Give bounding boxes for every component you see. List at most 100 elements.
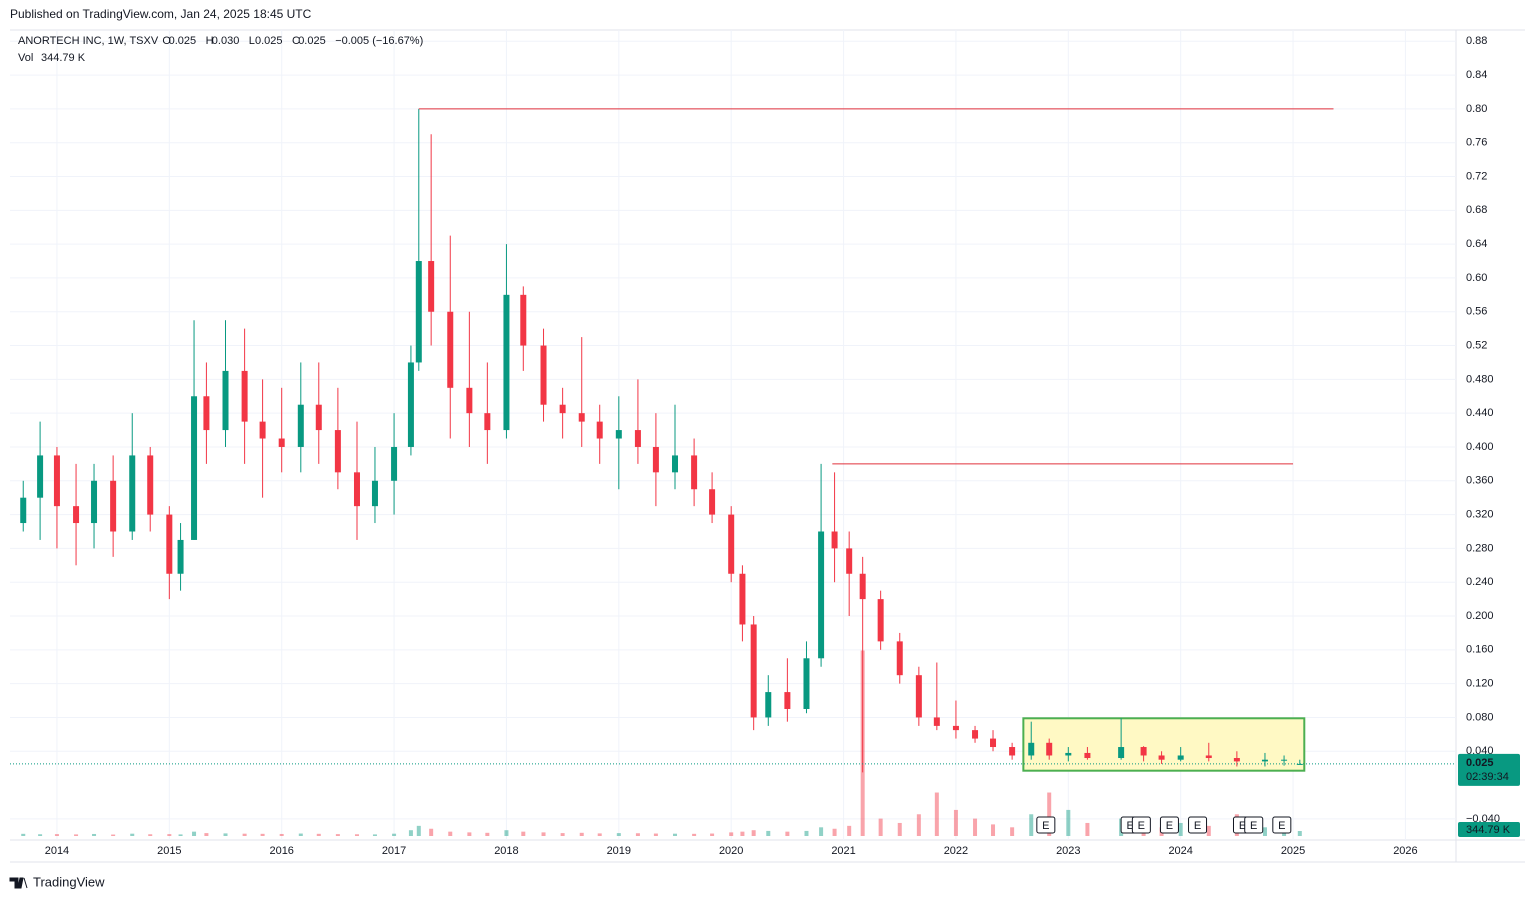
candle-body	[1009, 747, 1016, 756]
y-tick-label: 0.320	[1466, 508, 1494, 520]
candle-body	[877, 599, 884, 642]
legend-text: 0.025	[169, 35, 197, 47]
y-tick-label: 0.280	[1466, 542, 1494, 554]
earnings-label: E	[1138, 820, 1145, 832]
price-label-bg	[1458, 753, 1520, 786]
volume-bar	[38, 834, 43, 836]
y-tick-label: 0.440	[1466, 407, 1494, 419]
y-tick-label: 0.400	[1466, 441, 1494, 453]
earnings-label: E	[1126, 820, 1133, 832]
candle-body	[177, 539, 184, 574]
volume-bar	[973, 818, 978, 836]
y-tick-label: 0.360	[1466, 475, 1494, 487]
volume-bar	[847, 825, 852, 836]
y-tick-label: 0.52	[1466, 339, 1487, 351]
candle-body	[222, 370, 229, 431]
legend-text: O	[162, 35, 171, 47]
candle-body	[166, 514, 173, 574]
legend-text: H	[206, 35, 214, 47]
y-tick-label: 0.160	[1466, 644, 1494, 656]
volume-bar	[1010, 827, 1015, 836]
volume-bar	[148, 834, 153, 836]
candle-body	[728, 514, 735, 574]
candle-body	[73, 506, 80, 524]
volume-bar	[653, 833, 658, 836]
earnings-label: E	[1278, 820, 1285, 832]
candle-body	[415, 261, 422, 363]
y-tick-label: 0.240	[1466, 576, 1494, 588]
candle-body	[1084, 752, 1091, 759]
candle-body	[750, 624, 757, 718]
y-tick-label: 0.64	[1466, 238, 1487, 250]
candle-body	[297, 404, 304, 447]
y-tick-label: 0.480	[1466, 373, 1494, 385]
volume-bar	[504, 830, 509, 836]
volume-bar	[766, 830, 771, 836]
candle-body	[447, 311, 454, 388]
candle-body	[818, 531, 825, 659]
candle-body	[765, 692, 772, 718]
candle-body	[129, 455, 136, 532]
candle-body	[578, 413, 585, 422]
candle-body	[278, 438, 285, 447]
candle-body	[1261, 759, 1268, 762]
candle-body	[896, 641, 903, 676]
legend-text: L	[249, 35, 255, 47]
volume-bar	[192, 831, 197, 836]
candle-body	[91, 480, 98, 524]
candle-body	[634, 430, 641, 447]
x-tick-label: 2020	[719, 845, 743, 857]
brand: TradingView	[33, 874, 105, 889]
volume-bar	[1206, 825, 1211, 836]
candle-body	[615, 430, 622, 439]
countdown: 02:39:34	[1466, 771, 1509, 783]
volume-bar	[710, 833, 715, 836]
volume-bar	[74, 834, 79, 836]
legend-text: ANORTECH INC, 1W, TSXV	[18, 35, 159, 47]
candle-body	[191, 396, 198, 540]
volume-bar	[751, 830, 756, 836]
earnings-marker	[1188, 816, 1208, 834]
candle-body	[831, 531, 838, 549]
candle-body	[1233, 758, 1240, 762]
earnings-label: E	[1166, 820, 1173, 832]
candle-body	[672, 455, 679, 473]
candle-body	[241, 370, 248, 422]
candle-body	[596, 421, 603, 439]
x-tick-label: 2022	[944, 845, 968, 857]
candle-body	[1118, 747, 1125, 759]
volume-bar	[1047, 792, 1052, 836]
volume-bar	[521, 831, 526, 836]
volume-bar	[597, 833, 602, 836]
legend-text: 0.025	[255, 35, 283, 47]
candle-body	[990, 738, 997, 748]
volume-bar	[673, 833, 678, 836]
candle-body	[784, 692, 791, 709]
candle-body	[1296, 763, 1303, 765]
earnings-label: E	[1250, 820, 1257, 832]
candle-body	[709, 489, 716, 515]
candle-body	[37, 455, 44, 498]
x-tick-label: 2015	[157, 845, 181, 857]
candle-body	[1028, 742, 1035, 756]
volume-bar	[1178, 822, 1183, 836]
published: Published on TradingView.com, Jan 24, 20…	[10, 7, 312, 21]
x-tick-label: 2023	[1056, 845, 1080, 857]
earnings-label: E	[1042, 820, 1049, 832]
volume-bar	[819, 827, 824, 836]
volume-bar	[579, 832, 584, 836]
volume-bar	[279, 833, 284, 836]
candle-body	[1065, 752, 1072, 756]
candle-body	[147, 455, 154, 515]
candle-body	[334, 430, 341, 473]
x-tick-label: 2024	[1168, 845, 1192, 857]
volume-bar	[429, 828, 434, 836]
volume-label-bg	[1458, 822, 1520, 837]
volume-bar	[354, 834, 359, 836]
candle-body	[691, 455, 698, 490]
x-tick-label: 2016	[269, 845, 293, 857]
legend-text: C	[292, 35, 300, 47]
candle-body	[428, 261, 435, 312]
candle-body	[859, 573, 866, 600]
candle-body	[315, 404, 322, 431]
